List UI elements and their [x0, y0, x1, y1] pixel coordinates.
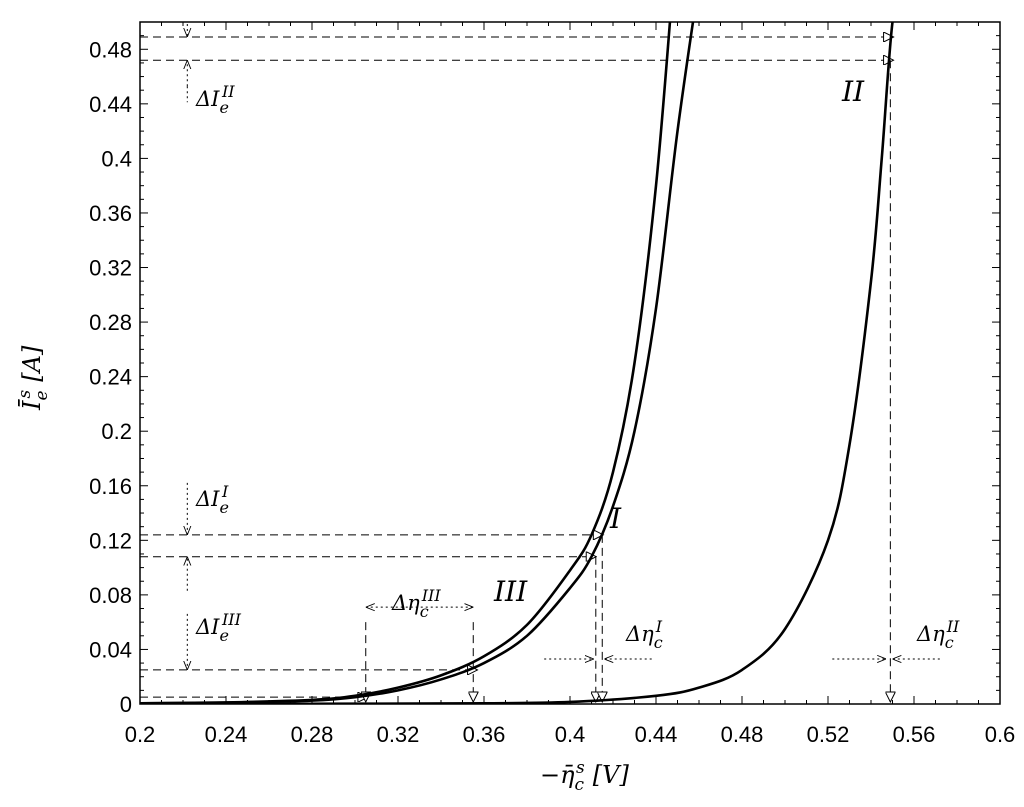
- curve-label-iii: III: [493, 575, 528, 608]
- y-tick-label: 0.12: [89, 528, 132, 553]
- annotation-delta-eta-iii: ΔηcIII: [391, 586, 441, 621]
- y-tick-label: 0: [120, 692, 132, 717]
- annotation-delta-eta-i: ΔηcI: [625, 617, 663, 652]
- y-tick-label: 0.2: [101, 419, 132, 444]
- plot-frame: [139, 21, 1001, 705]
- curve-ii: [140, 22, 894, 704]
- x-tick-label: 0.52: [807, 722, 850, 747]
- annotation-delta-ie-i: ΔIeI: [195, 482, 229, 517]
- x-tick-label: 0.4: [555, 722, 586, 747]
- x-tick-label: 0.36: [463, 722, 506, 747]
- annotation-delta-ie-ii: ΔIeII: [195, 82, 235, 117]
- x-tick-label: 0.2: [125, 722, 156, 747]
- x-axis-ticks: 0.2 0.24 0.28 0.32 0.36 0.4 0.44 0.48 0.52 0.56 0.…: [125, 22, 1016, 747]
- x-tick-label: 0.48: [721, 722, 764, 747]
- x-tick-label: 0.32: [377, 722, 420, 747]
- curves: [140, 22, 894, 704]
- guide-lines: [140, 24, 940, 702]
- y-tick-label: 0.24: [89, 365, 132, 390]
- y-tick-label: 0.44: [89, 92, 132, 117]
- annotation-delta-ie-iii: ΔIeIII: [195, 610, 242, 645]
- curve-iii: [140, 22, 672, 704]
- annotation-delta-eta-ii: ΔηcII: [916, 617, 960, 652]
- x-tick-label: 0.28: [291, 722, 334, 747]
- y-tick-label: 0.48: [89, 37, 132, 62]
- curve-label-ii: II: [841, 75, 865, 108]
- x-tick-label: 0.24: [205, 722, 248, 747]
- curve-label-i: I: [609, 502, 622, 535]
- x-tick-label: 0.44: [635, 722, 678, 747]
- y-tick-label: 0.4: [101, 146, 132, 171]
- y-tick-label: 0.36: [89, 201, 132, 226]
- x-axis-title: −η̄cs [V]: [540, 758, 629, 795]
- y-tick-label: 0.16: [89, 474, 132, 499]
- y-tick-label: 0.04: [89, 637, 132, 662]
- y-axis-title: Īes[A]: [15, 345, 52, 411]
- y-axis-ticks: 0 0.04 0.08 0.12 0.16 0.2 0.24 0.28 0.32 0.36 0.4 0…: [89, 21, 1000, 717]
- y-tick-label: 0.08: [89, 583, 132, 608]
- y-tick-label: 0.32: [89, 256, 132, 281]
- y-tick-label: 0.28: [89, 310, 132, 335]
- x-tick-label: 0.56: [893, 722, 936, 747]
- x-tick-label: 0.6: [985, 722, 1016, 747]
